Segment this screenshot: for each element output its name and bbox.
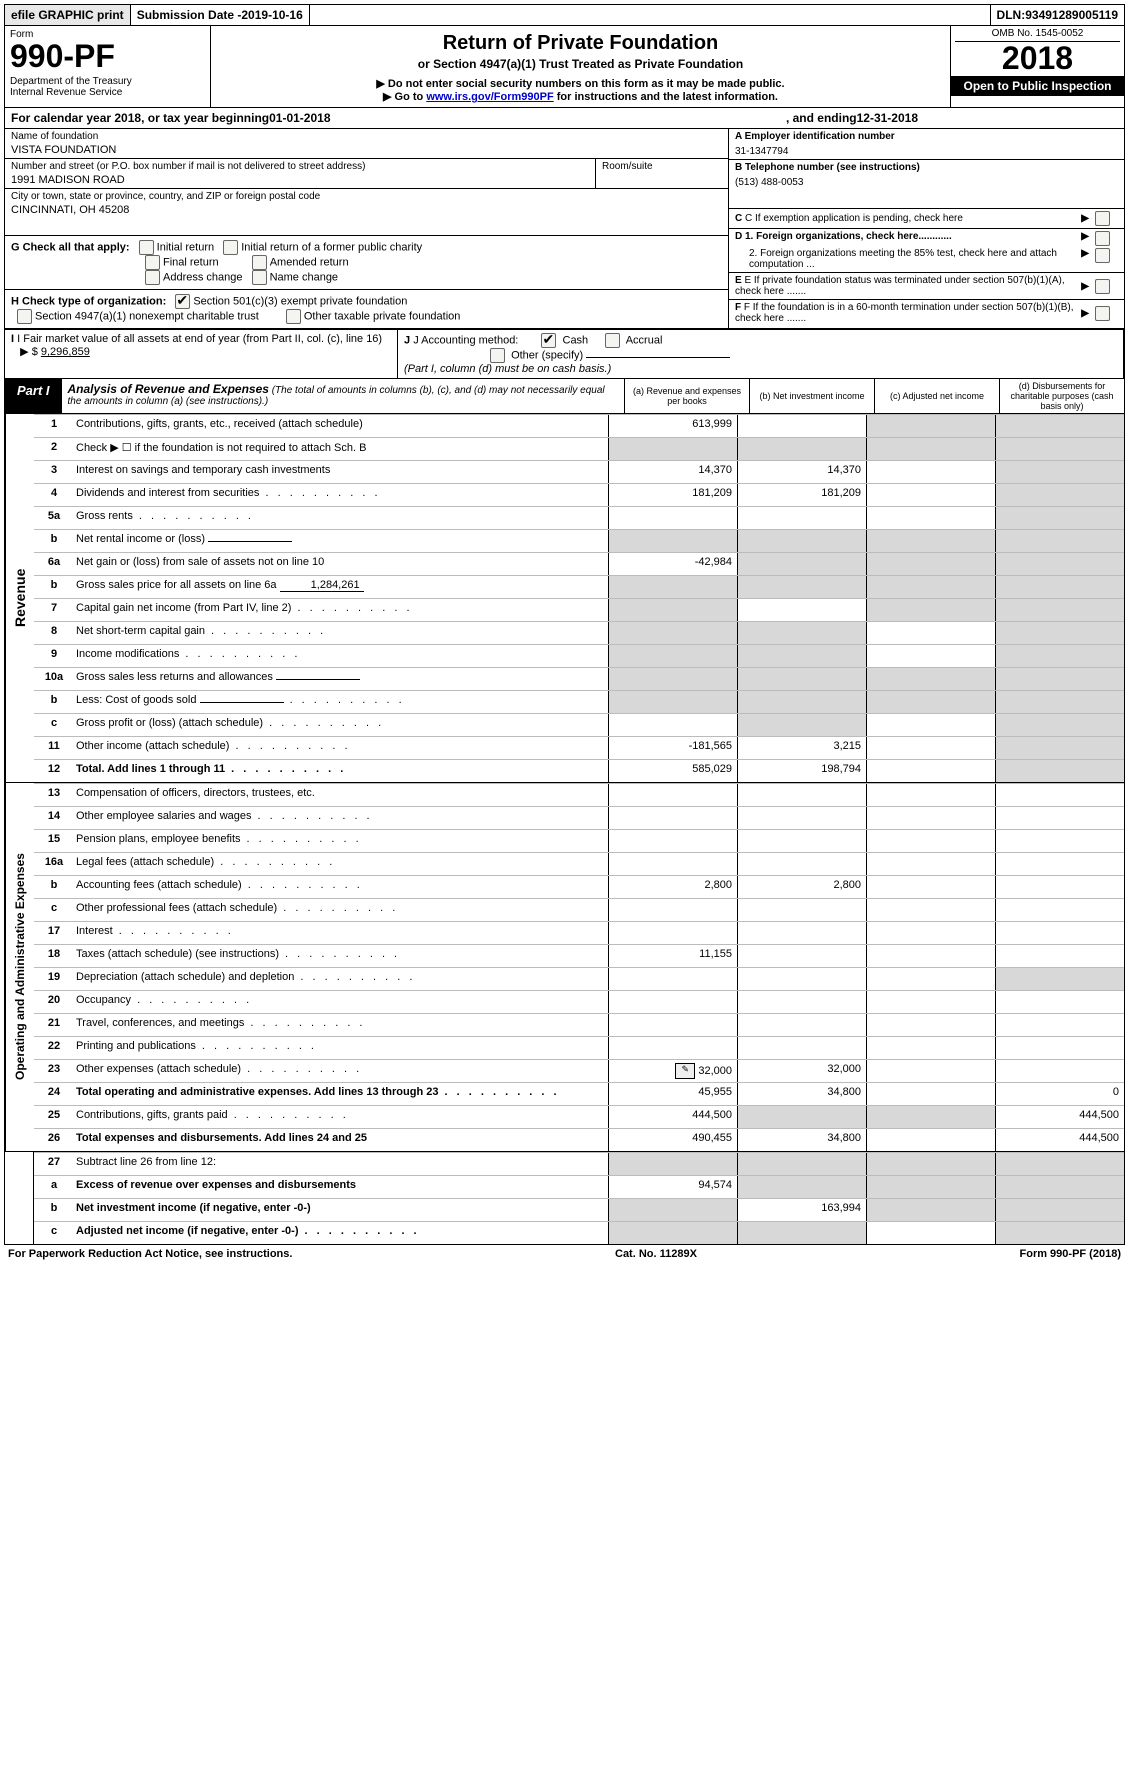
top-bar: efile GRAPHIC print Submission Date - 20… xyxy=(5,5,1124,26)
line-23: 23Other expenses (attach schedule)✎ 32,0… xyxy=(34,1059,1124,1082)
address-change-checkbox[interactable] xyxy=(145,270,160,285)
line-5a: 5aGross rents xyxy=(34,506,1124,529)
dln: DLN: 93491289005119 xyxy=(991,5,1124,25)
entity-info: Name of foundation VISTA FOUNDATION Numb… xyxy=(5,129,1124,329)
telephone: (513) 488-0053 xyxy=(735,173,1118,188)
501c3-checkbox[interactable] xyxy=(175,294,190,309)
efile-button[interactable]: efile GRAPHIC print xyxy=(5,5,131,25)
footer: For Paperwork Reduction Act Notice, see … xyxy=(4,1245,1125,1263)
line-24: 24Total operating and administrative exp… xyxy=(34,1082,1124,1105)
line-26: 26Total expenses and disbursements. Add … xyxy=(34,1128,1124,1151)
revenue-section: Revenue 1Contributions, gifts, grants, e… xyxy=(5,414,1124,783)
line-2: 2Check ▶ ☐ if the foundation is not requ… xyxy=(34,437,1124,460)
col-c-header: (c) Adjusted net income xyxy=(874,379,999,413)
line-9: 9Income modifications xyxy=(34,644,1124,667)
line-10a: 10aGross sales less returns and allowanc… xyxy=(34,667,1124,690)
line-11: 11Other income (attach schedule)-181,565… xyxy=(34,736,1124,759)
line-8: 8Net short-term capital gain xyxy=(34,621,1124,644)
line-12: 12Total. Add lines 1 through 11585,02919… xyxy=(34,759,1124,782)
foundation-name: VISTA FOUNDATION xyxy=(11,142,722,156)
form-number: 990-PF xyxy=(10,40,205,72)
ij-row: I I Fair market value of all assets at e… xyxy=(5,329,1124,379)
instructions-link[interactable]: www.irs.gov/Form990PF xyxy=(426,91,553,103)
ein: 31-1347794 xyxy=(735,142,1118,157)
h-check-row: H Check type of organization: Section 50… xyxy=(5,289,728,328)
g-check-row: G Check all that apply: Initial return I… xyxy=(5,235,728,289)
other-taxable-checkbox[interactable] xyxy=(286,309,301,324)
open-inspection: Open to Public Inspection xyxy=(951,76,1124,96)
line-b: bNet investment income (if negative, ent… xyxy=(34,1198,1124,1221)
line-21: 21Travel, conferences, and meetings xyxy=(34,1013,1124,1036)
accrual-checkbox[interactable] xyxy=(605,333,620,348)
header-center: Return of Private Foundation or Section … xyxy=(211,26,951,107)
expenses-section: Operating and Administrative Expenses 13… xyxy=(5,783,1124,1152)
line-13: 13Compensation of officers, directors, t… xyxy=(34,783,1124,806)
line-a: aExcess of revenue over expenses and dis… xyxy=(34,1175,1124,1198)
form-title: Return of Private Foundation xyxy=(219,32,942,55)
header-right: OMB No. 1545-0052 2018 Open to Public In… xyxy=(951,26,1124,107)
d1-checkbox[interactable] xyxy=(1095,231,1110,246)
bottom-section: 27Subtract line 26 from line 12:aExcess … xyxy=(5,1152,1124,1244)
line-1: 1Contributions, gifts, grants, etc., rec… xyxy=(34,414,1124,437)
initial-return-checkbox[interactable] xyxy=(139,240,154,255)
line-16a: 16aLegal fees (attach schedule) xyxy=(34,852,1124,875)
calendar-year-row: For calendar year 2018, or tax year begi… xyxy=(5,108,1124,129)
line-3: 3Interest on savings and temporary cash … xyxy=(34,460,1124,483)
tax-year: 2018 xyxy=(955,42,1120,74)
col-d-header: (d) Disbursements for charitable purpose… xyxy=(999,379,1124,413)
line-18: 18Taxes (attach schedule) (see instructi… xyxy=(34,944,1124,967)
line-6a: 6aNet gain or (loss) from sale of assets… xyxy=(34,552,1124,575)
c-checkbox[interactable] xyxy=(1095,211,1110,226)
cash-checkbox[interactable] xyxy=(541,333,556,348)
line-b: bAccounting fees (attach schedule)2,8002… xyxy=(34,875,1124,898)
name-change-checkbox[interactable] xyxy=(252,270,267,285)
e-checkbox[interactable] xyxy=(1095,279,1110,294)
line-4: 4Dividends and interest from securities1… xyxy=(34,483,1124,506)
4947a1-checkbox[interactable] xyxy=(17,309,32,324)
line-c: cAdjusted net income (if negative, enter… xyxy=(34,1221,1124,1244)
line-b: bNet rental income or (loss) xyxy=(34,529,1124,552)
line-27: 27Subtract line 26 from line 12: xyxy=(34,1152,1124,1175)
amended-return-checkbox[interactable] xyxy=(252,255,267,270)
part1-header: Part I Analysis of Revenue and Expenses … xyxy=(5,379,1124,414)
final-return-checkbox[interactable] xyxy=(145,255,160,270)
f-checkbox[interactable] xyxy=(1095,306,1110,321)
fmv-assets: 9,296,859 xyxy=(41,346,90,358)
attachment-icon[interactable]: ✎ xyxy=(675,1063,695,1079)
line-c: cGross profit or (loss) (attach schedule… xyxy=(34,713,1124,736)
line-15: 15Pension plans, employee benefits xyxy=(34,829,1124,852)
line-b: bLess: Cost of goods sold xyxy=(34,690,1124,713)
header-left: Form 990-PF Department of the Treasury I… xyxy=(5,26,211,107)
opex-label: Operating and Administrative Expenses xyxy=(5,783,34,1151)
d2-checkbox[interactable] xyxy=(1095,248,1110,263)
line-25: 25Contributions, gifts, grants paid444,5… xyxy=(34,1105,1124,1128)
revenue-label: Revenue xyxy=(5,414,34,782)
line-c: cOther professional fees (attach schedul… xyxy=(34,898,1124,921)
part1-label: Part I xyxy=(5,379,62,413)
form-990pf-container: efile GRAPHIC print Submission Date - 20… xyxy=(4,4,1125,1245)
header: Form 990-PF Department of the Treasury I… xyxy=(5,26,1124,108)
address: 1991 MADISON ROAD xyxy=(11,172,589,186)
line-22: 22Printing and publications xyxy=(34,1036,1124,1059)
submission-date: Submission Date - 2019-10-16 xyxy=(131,5,310,25)
line-20: 20Occupancy xyxy=(34,990,1124,1013)
line-14: 14Other employee salaries and wages xyxy=(34,806,1124,829)
initial-former-checkbox[interactable] xyxy=(223,240,238,255)
line-19: 19Depreciation (attach schedule) and dep… xyxy=(34,967,1124,990)
other-method-checkbox[interactable] xyxy=(490,348,505,363)
city-state-zip: CINCINNATI, OH 45208 xyxy=(11,202,722,216)
col-a-header: (a) Revenue and expenses per books xyxy=(624,379,749,413)
line-b: bGross sales price for all assets on lin… xyxy=(34,575,1124,598)
col-b-header: (b) Net investment income xyxy=(749,379,874,413)
line-7: 7Capital gain net income (from Part IV, … xyxy=(34,598,1124,621)
line-17: 17Interest xyxy=(34,921,1124,944)
